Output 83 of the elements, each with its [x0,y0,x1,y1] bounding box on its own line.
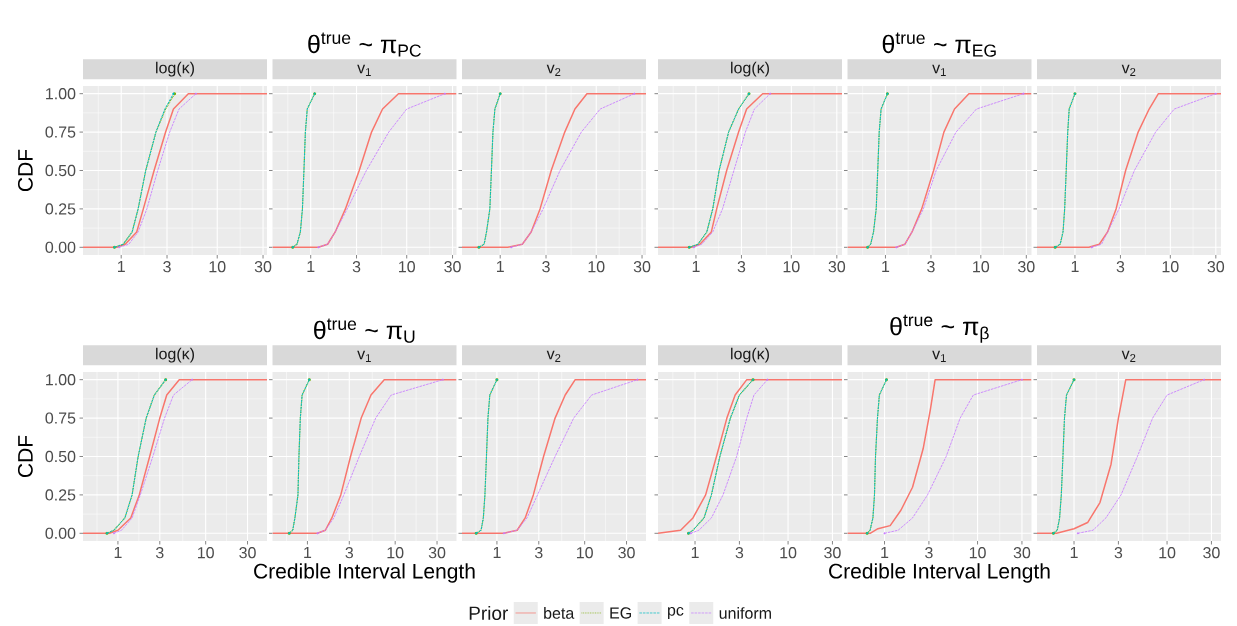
x-tick-label: 3 [1116,261,1125,273]
x-tick-label: 3 [737,261,746,273]
x-tick-label: 30 [824,547,841,559]
x-tick-label: 3 [542,261,550,273]
x-tick-label: 10 [387,547,404,559]
x-tick-label: 1 [307,261,315,273]
x-tick-label: 30 [618,547,635,559]
x-tick-label: 10 [780,547,797,559]
chart-subtitle: v$_{2}$ [1121,64,1136,76]
x-tick-label: 30 [239,547,256,559]
x-tick-label: 1 [1071,261,1079,273]
chart-title: θ$^{true}$ ~ π$_{PC}$ [308,32,421,57]
chart-title: θ$^{true}$ ~ π$_{EG}$ [882,32,996,57]
x-tick-label: 1 [496,261,504,273]
x-tick-label: 1 [117,261,125,273]
x-tick-label: 30 [828,261,846,273]
y-tick-label: 0.50 [45,164,76,177]
x-tick-label: 10 [577,547,593,559]
x-tick-label: 3 [534,547,543,559]
x-tick-label: 1 [1070,547,1078,559]
x-tick-label: 30 [1018,261,1035,273]
x-axis-title: Credible Interval Length [829,563,1050,583]
chart-title: θ$^{true}$ ~ π$_{β}$ [890,314,989,343]
y-axis-title: CDF [17,435,33,477]
chart-subtitle: v$_{2}$ [1121,350,1136,362]
chart-subtitle: v$_{1}$ [357,350,371,362]
x-tick-label: 10 [969,547,986,559]
x-tick-label: 10 [1159,547,1176,559]
x-tick-label: 30 [1013,547,1031,559]
x-tick-label: 10 [399,261,415,273]
x-tick-label: 10 [1162,261,1179,273]
y-tick-label: 0.25 [45,203,76,215]
x-tick-label: 3 [925,547,933,559]
x-tick-label: 3 [345,547,354,559]
chart-subtitle: log(κ) [156,347,195,363]
y-tick-label: 0.75 [45,412,76,424]
x-tick-label: 30 [1203,547,1220,559]
x-tick-label: 30 [1207,261,1225,273]
x-tick-label: 1 [881,547,889,559]
x-tick-label: 1 [882,261,890,273]
x-tick-label: 3 [927,261,935,273]
chart-subtitle: v$_{1}$ [932,64,946,76]
y-tick-label: 0.50 [45,450,76,463]
x-tick-label: 3 [352,261,361,273]
y-tick-label: 0.25 [45,489,76,501]
x-tick-label: 10 [588,261,605,273]
x-tick-label: 30 [633,261,651,273]
x-tick-label: 30 [254,261,272,273]
x-tick-label: 30 [444,261,461,273]
chart-subtitle: v$_{2}$ [546,64,561,76]
x-tick-label: 1 [691,547,699,559]
y-tick-label: 1.00 [46,374,76,386]
chart-subtitle: v$_{2}$ [546,350,561,362]
x-tick-label: 30 [428,547,446,559]
y-axis-title: CDF [17,149,33,191]
x-tick-label: 1 [493,547,501,559]
x-tick-label: 3 [163,261,171,273]
y-tick-label: 0.00 [45,527,76,539]
chart-subtitle: log(κ) [731,347,769,363]
chart-subtitle: log(κ) [731,61,769,77]
x-tick-label: 10 [198,547,214,559]
chart-subtitle: log(κ) [156,61,195,77]
legend-label: EG [610,607,631,619]
y-tick-label: 0.75 [45,126,76,138]
x-tick-label: 3 [155,547,164,559]
x-tick-label: 10 [783,261,800,273]
chart-subtitle: v$_{1}$ [357,64,371,76]
x-tick-label: 1 [692,261,700,273]
chart-title: θ$^{true}$ ~ π$_{U}$ [314,318,415,343]
x-tick-label: 10 [973,261,990,273]
chart-subtitle: v$_{1}$ [932,350,946,362]
legend-label: uniform [719,607,771,619]
legend-label: beta [544,607,575,619]
x-tick-label: 3 [1114,547,1123,559]
x-tick-label: 10 [209,261,226,273]
x-tick-label: 3 [735,547,744,559]
legend-label: pc [668,607,684,619]
y-tick-label: 1.00 [46,88,76,100]
y-tick-label: 0.00 [45,241,76,253]
legend-title: Prior [469,606,508,620]
x-axis-title: Credible Interval Length [254,563,475,583]
x-tick-label: 1 [304,547,312,559]
x-tick-label: 1 [114,547,122,559]
